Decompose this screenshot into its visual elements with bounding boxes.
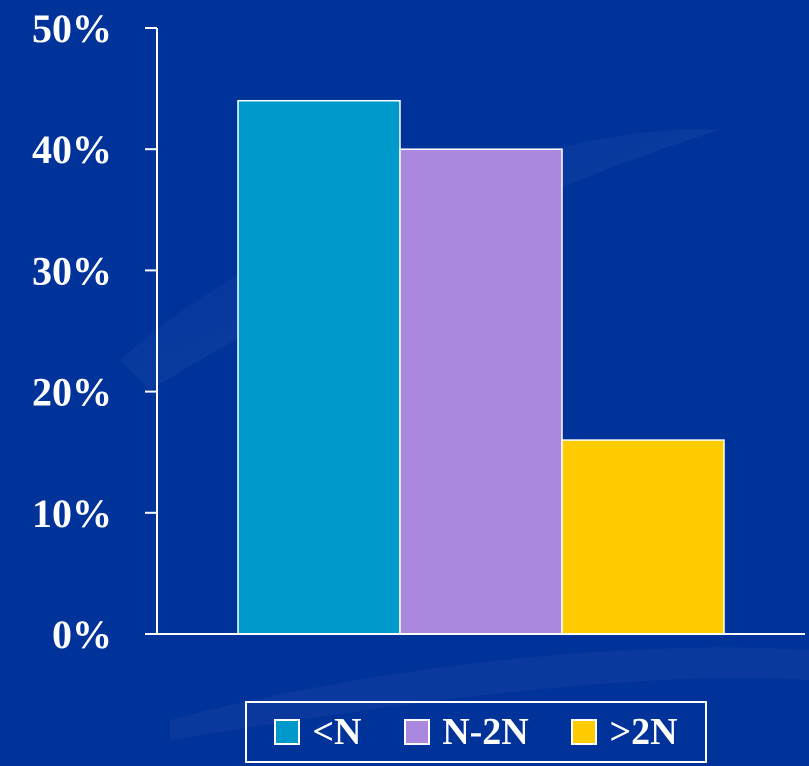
axes-group: 0% 10% 20% 30% 40% 50% <box>32 6 805 657</box>
bar <box>399 148 563 635</box>
legend-item: N-2N <box>404 713 529 751</box>
y-tick-label: 40% <box>32 127 112 172</box>
legend-swatch <box>571 719 598 745</box>
y-tick-label: 20% <box>32 370 112 415</box>
bars-group <box>237 99 725 635</box>
legend-swatch <box>274 719 301 745</box>
legend-item: >2N <box>571 711 678 753</box>
bar <box>561 439 725 635</box>
y-tick-label: 0% <box>52 612 112 657</box>
background-swoosh-decoration <box>120 129 720 391</box>
legend-swatch <box>404 719 431 745</box>
legend-item: <N <box>274 713 361 751</box>
y-tick-label: 30% <box>32 248 112 293</box>
legend-label: N-2N <box>442 711 529 753</box>
bar <box>237 99 401 635</box>
legend-label: >2N <box>609 711 678 753</box>
y-tick-label: 50% <box>32 6 112 51</box>
legend: <N N-2N >2N <box>245 701 707 763</box>
background-swoosh-decoration-lower <box>170 647 809 740</box>
legend-label: <N <box>312 711 362 753</box>
y-tick-label: 10% <box>32 491 112 536</box>
